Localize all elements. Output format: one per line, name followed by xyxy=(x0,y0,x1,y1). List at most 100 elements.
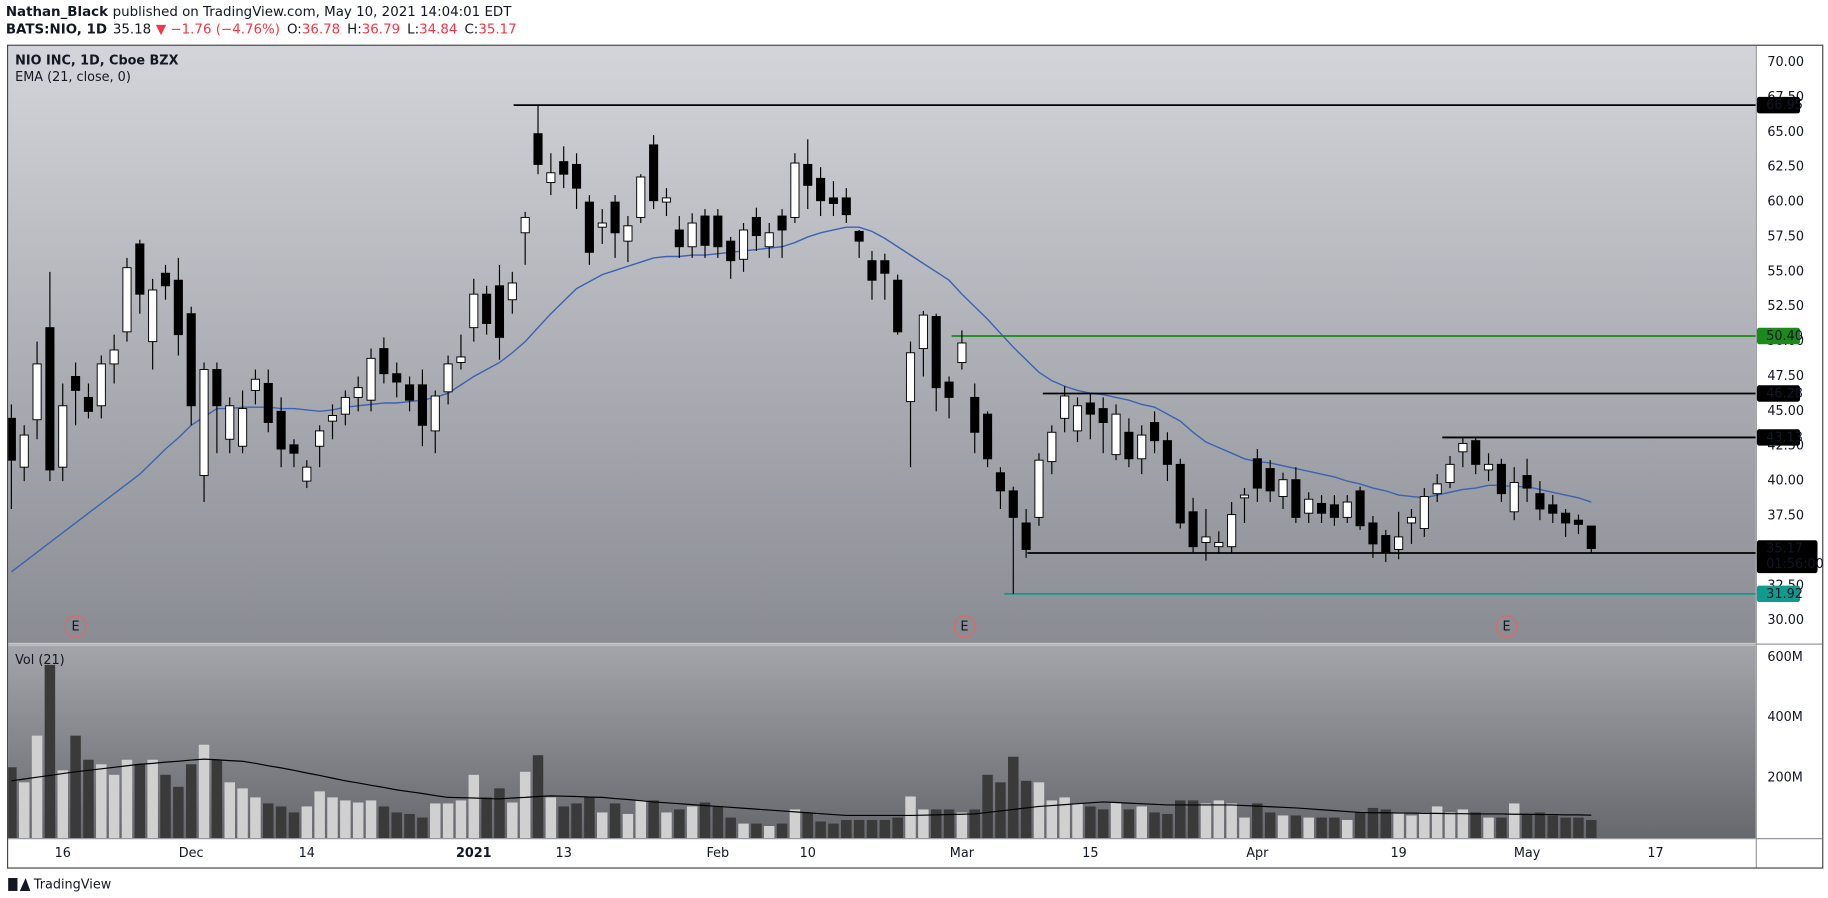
published: published on TradingView.com, May 10, 20… xyxy=(113,5,513,20)
candle-body xyxy=(430,395,440,432)
candle-body xyxy=(828,197,838,204)
volume-bar xyxy=(1380,809,1392,839)
candle-body xyxy=(1150,422,1160,442)
volume-bar xyxy=(1534,812,1546,839)
volume-bar xyxy=(507,802,518,839)
volume-bar xyxy=(635,800,647,839)
volume-bar xyxy=(584,796,595,839)
candle-body xyxy=(944,381,954,398)
volume-bar xyxy=(185,764,197,839)
candle-body xyxy=(392,373,402,383)
volume-bar xyxy=(725,817,736,839)
candle-body xyxy=(199,369,209,476)
candle-body xyxy=(1252,458,1262,489)
volume-bar xyxy=(1149,812,1160,839)
candle-body xyxy=(983,413,993,460)
x-tick-label: 13 xyxy=(556,846,572,861)
candle-body xyxy=(1085,402,1095,415)
candle-body xyxy=(726,240,736,262)
candle-body xyxy=(71,376,81,391)
candle-body xyxy=(1586,525,1596,549)
symbol: BATS:NIO, 1D xyxy=(6,22,107,37)
candle-body xyxy=(1381,535,1391,553)
x-tick-label: Apr xyxy=(1246,846,1269,861)
y-tick-label: 52.50 xyxy=(1767,299,1804,314)
volume-bar xyxy=(1496,817,1507,839)
candle-body xyxy=(957,342,967,363)
volume-bar xyxy=(571,803,582,839)
price-tag xyxy=(1756,585,1801,603)
volume-bar xyxy=(648,800,659,839)
candle-body xyxy=(1162,440,1172,465)
volume-bar xyxy=(751,823,762,839)
earnings-label: E xyxy=(1502,620,1510,635)
candle-body xyxy=(1291,479,1301,518)
volume-bar xyxy=(802,812,814,839)
author: Nathan_Black xyxy=(6,5,109,20)
volume-bar xyxy=(147,759,158,839)
volume-bar xyxy=(1097,809,1109,839)
y-tick-label: 60.00 xyxy=(1767,195,1804,210)
volume-tick-label: 200M xyxy=(1767,770,1802,785)
last-price-label: 35.17 xyxy=(1766,542,1803,557)
candle-body xyxy=(405,384,415,401)
volume-bar xyxy=(1444,812,1456,839)
volume-bar xyxy=(841,819,852,839)
candle-body xyxy=(1406,516,1417,524)
x-tick-label: 19 xyxy=(1390,846,1406,861)
volume-bar xyxy=(224,782,235,839)
volume-bar xyxy=(866,819,878,839)
volume-bar xyxy=(519,771,531,839)
candle-body xyxy=(1072,405,1083,432)
candle-body xyxy=(893,279,903,333)
candle-body xyxy=(96,363,106,407)
candle-body xyxy=(1561,512,1571,524)
candle-body xyxy=(353,387,363,398)
candle-body xyxy=(841,197,851,216)
volume-bar xyxy=(558,806,569,839)
candle-body xyxy=(276,410,286,450)
volume-legend: Vol (21) xyxy=(15,653,65,668)
candle-body xyxy=(507,282,517,301)
candle-body xyxy=(1394,536,1404,550)
volume-bar xyxy=(1226,803,1237,839)
x-tick-label: May xyxy=(1514,846,1541,861)
volume-bar xyxy=(57,770,68,839)
volume-bar xyxy=(1316,817,1327,839)
x-tick-label: Feb xyxy=(707,846,730,861)
candle-body xyxy=(1548,504,1558,514)
footer-logo xyxy=(8,878,31,891)
candle-body xyxy=(417,384,427,426)
candle-body xyxy=(995,472,1005,492)
candle-body xyxy=(1175,463,1185,524)
candle-body xyxy=(19,434,29,468)
volume-bar xyxy=(1239,817,1250,839)
candle-body xyxy=(661,197,672,203)
volume-bar xyxy=(430,803,441,839)
y-tick-label: 45.00 xyxy=(1767,404,1804,419)
candle-body xyxy=(482,293,492,324)
volume-bar xyxy=(738,823,749,839)
candle-body xyxy=(816,177,826,202)
candle-body xyxy=(1419,495,1429,530)
candle-body xyxy=(546,172,556,184)
volume-bar xyxy=(1586,819,1597,839)
volume-bar xyxy=(853,819,865,839)
volume-bar xyxy=(763,826,775,839)
volume-bar xyxy=(1085,806,1096,839)
volume-bar xyxy=(1290,815,1302,839)
ohlc-value: 34.84 xyxy=(419,22,457,37)
candle-body xyxy=(8,417,16,461)
last-price: 35.18 xyxy=(113,22,151,37)
volume-bar xyxy=(70,735,81,839)
candle-body xyxy=(1034,459,1044,518)
volume-pane xyxy=(8,645,1756,839)
candle-body xyxy=(1573,519,1584,525)
candle-body xyxy=(250,378,260,391)
volume-bar xyxy=(969,809,980,839)
volume-bar xyxy=(905,796,916,839)
ohlc-value: 36.79 xyxy=(362,22,400,37)
volume-bar xyxy=(776,823,788,839)
candle-body xyxy=(533,133,543,165)
